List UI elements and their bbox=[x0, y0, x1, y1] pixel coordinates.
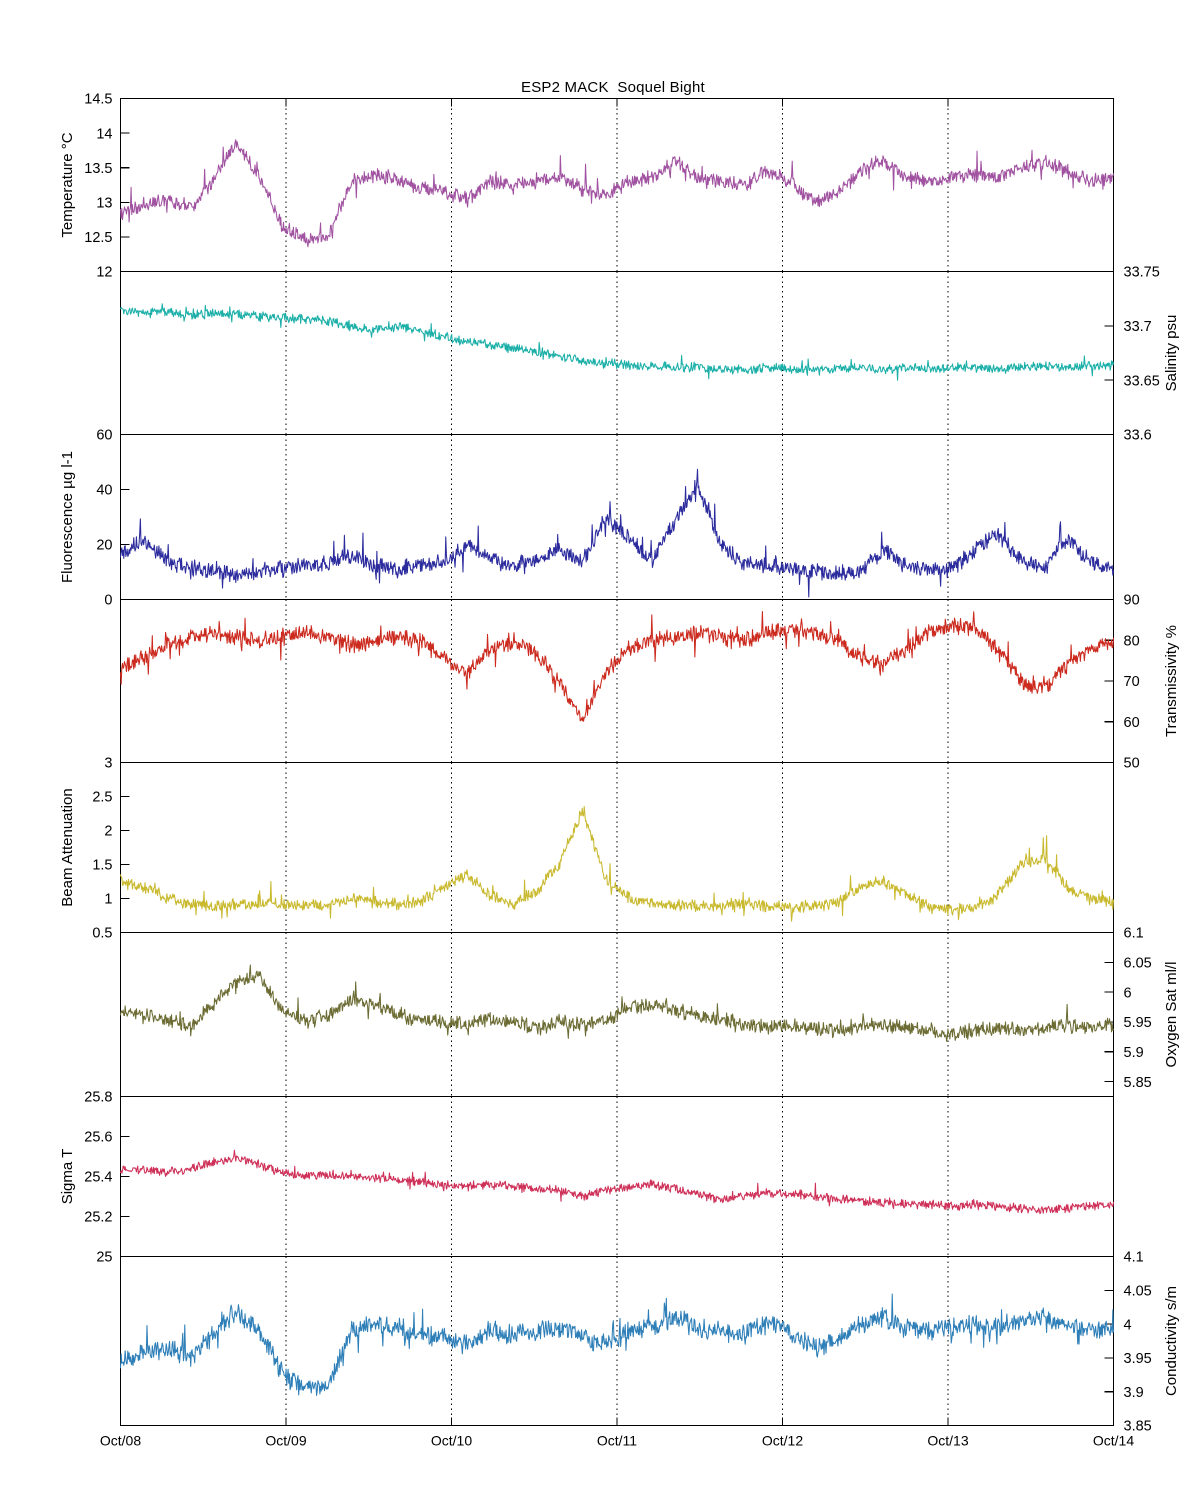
y-axis-tick-label: 50 bbox=[1124, 756, 1140, 772]
y-axis-tick-label: 4 bbox=[1124, 1317, 1132, 1333]
panel-fluorescence: 0 20 40 60 Fluorescence µg l-1 bbox=[59, 428, 1115, 609]
y-axis-title: Temperature °C bbox=[59, 132, 76, 237]
y-axis-tick-label: 25.4 bbox=[84, 1170, 112, 1186]
y-axis-tick-label: 6.1 bbox=[1124, 926, 1144, 942]
data-trace bbox=[119, 1293, 1115, 1396]
y-axis-tick-label: 5.95 bbox=[1124, 1015, 1152, 1031]
x-axis-tick-label: Oct/12 bbox=[762, 1433, 803, 1449]
y-axis-tick-label: 70 bbox=[1124, 674, 1140, 690]
y-axis-title: Oxygen Sat ml/l bbox=[1163, 962, 1180, 1068]
data-trace bbox=[119, 303, 1115, 381]
y-axis-tick-label: 60 bbox=[1124, 715, 1140, 731]
panel-frame bbox=[119, 1095, 1115, 1258]
y-axis-tick-label: 14.5 bbox=[84, 92, 112, 108]
y-axis-tick-label: 40 bbox=[96, 483, 112, 499]
panel-oxygen-saturation: 5.85 5.9 5.95 6 6.05 6.1 Oxygen Sat ml/l bbox=[119, 926, 1180, 1098]
panel-salinity: 33.6 33.65 33.7 33.75 Salinity psu bbox=[119, 265, 1180, 444]
y-axis-tick-label: 6.05 bbox=[1124, 956, 1152, 972]
y-axis-title: Conductivity s/m bbox=[1163, 1286, 1180, 1396]
panel-temperature: 12 12.5 13 13.5 14 14.5 Temperature °C bbox=[59, 92, 1115, 281]
y-axis-tick-label: 3.85 bbox=[1124, 1419, 1152, 1435]
y-axis-tick-label: 14 bbox=[96, 126, 112, 142]
y-axis-tick-label: 5.85 bbox=[1124, 1075, 1152, 1091]
data-trace bbox=[119, 806, 1115, 922]
y-axis-tick-label: 60 bbox=[96, 428, 112, 444]
y-axis-tick-label: 80 bbox=[1124, 633, 1140, 649]
y-axis-tick-label: 2.5 bbox=[92, 790, 112, 806]
x-axis-tick-label: Oct/13 bbox=[927, 1433, 968, 1449]
y-axis-tick-label: 13 bbox=[96, 196, 112, 212]
x-axis-tick-label: Oct/11 bbox=[597, 1433, 637, 1449]
y-axis-tick-label: 1 bbox=[104, 892, 112, 908]
data-trace bbox=[119, 611, 1115, 722]
y-axis-tick-label: 25.6 bbox=[84, 1130, 112, 1146]
x-axis-tick-label: Oct/09 bbox=[265, 1433, 306, 1449]
panel-beam-attenuation: 0.5 1 1.5 2 2.5 3 Beam Attenuation bbox=[59, 756, 1115, 942]
panel-transmissivity: 50 60 70 80 90 Transmissivity % bbox=[119, 593, 1180, 772]
y-axis-tick-label: 4.1 bbox=[1124, 1250, 1144, 1266]
y-axis-tick-label: 33.7 bbox=[1124, 319, 1152, 335]
panel-conductivity: 3.85 3.9 3.95 4 4.05 4.1 Conductivity s/m bbox=[119, 1250, 1180, 1435]
chart-title: ESP2 MACK Soquel Bight bbox=[521, 79, 705, 96]
y-axis-tick-label: 12.5 bbox=[84, 230, 112, 246]
y-axis-tick-label: 0 bbox=[104, 593, 112, 609]
y-axis-tick-label: 4.05 bbox=[1124, 1284, 1152, 1300]
y-axis-tick-label: 5.9 bbox=[1124, 1045, 1144, 1061]
y-axis-tick-label: 20 bbox=[96, 538, 112, 554]
y-axis-title: Fluorescence µg l-1 bbox=[59, 451, 76, 583]
y-axis-tick-label: 1.5 bbox=[92, 858, 112, 874]
y-axis-tick-label: 25 bbox=[96, 1250, 112, 1266]
y-axis-tick-label: 25.8 bbox=[84, 1090, 112, 1106]
x-axis-tick-label: Oct/10 bbox=[431, 1433, 472, 1449]
y-axis-tick-label: 6 bbox=[1124, 985, 1132, 1001]
y-axis-tick-label: 3.9 bbox=[1124, 1385, 1144, 1401]
y-axis-tick-label: 12 bbox=[96, 265, 112, 281]
data-trace bbox=[119, 139, 1115, 248]
x-axis-tick-label: Oct/08 bbox=[100, 1433, 141, 1449]
y-axis-tick-label: 3.95 bbox=[1124, 1351, 1152, 1367]
y-axis-tick-label: 90 bbox=[1124, 593, 1140, 609]
y-axis-title: Salinity psu bbox=[1163, 315, 1180, 392]
y-axis-tick-label: 25.2 bbox=[84, 1210, 112, 1226]
y-axis-tick-label: 33.75 bbox=[1124, 265, 1160, 281]
y-axis-tick-label: 3 bbox=[104, 756, 112, 772]
data-trace bbox=[119, 964, 1115, 1042]
data-trace bbox=[119, 1149, 1115, 1215]
y-axis-tick-label: 13.5 bbox=[84, 161, 112, 177]
y-axis-title: Sigma T bbox=[59, 1149, 76, 1205]
data-trace bbox=[119, 468, 1115, 598]
y-axis-title: Transmissivity % bbox=[1163, 625, 1180, 737]
x-axis-tick-label: Oct/14 bbox=[1093, 1433, 1134, 1449]
panel-sigma-t: 25 25.2 25.4 25.6 25.8 Sigma T bbox=[59, 1090, 1115, 1266]
y-axis-tick-label: 33.65 bbox=[1124, 373, 1160, 389]
y-axis-tick-label: 2 bbox=[104, 824, 112, 840]
y-axis-tick-label: 33.6 bbox=[1124, 428, 1152, 444]
x-axis: Oct/08 Oct/09 Oct/10 Oct/11 Oct/12 Oct/13 Oct/… bbox=[100, 1417, 1134, 1449]
y-axis-tick-label: 0.5 bbox=[92, 926, 112, 942]
y-axis-title: Beam Attenuation bbox=[59, 788, 76, 906]
